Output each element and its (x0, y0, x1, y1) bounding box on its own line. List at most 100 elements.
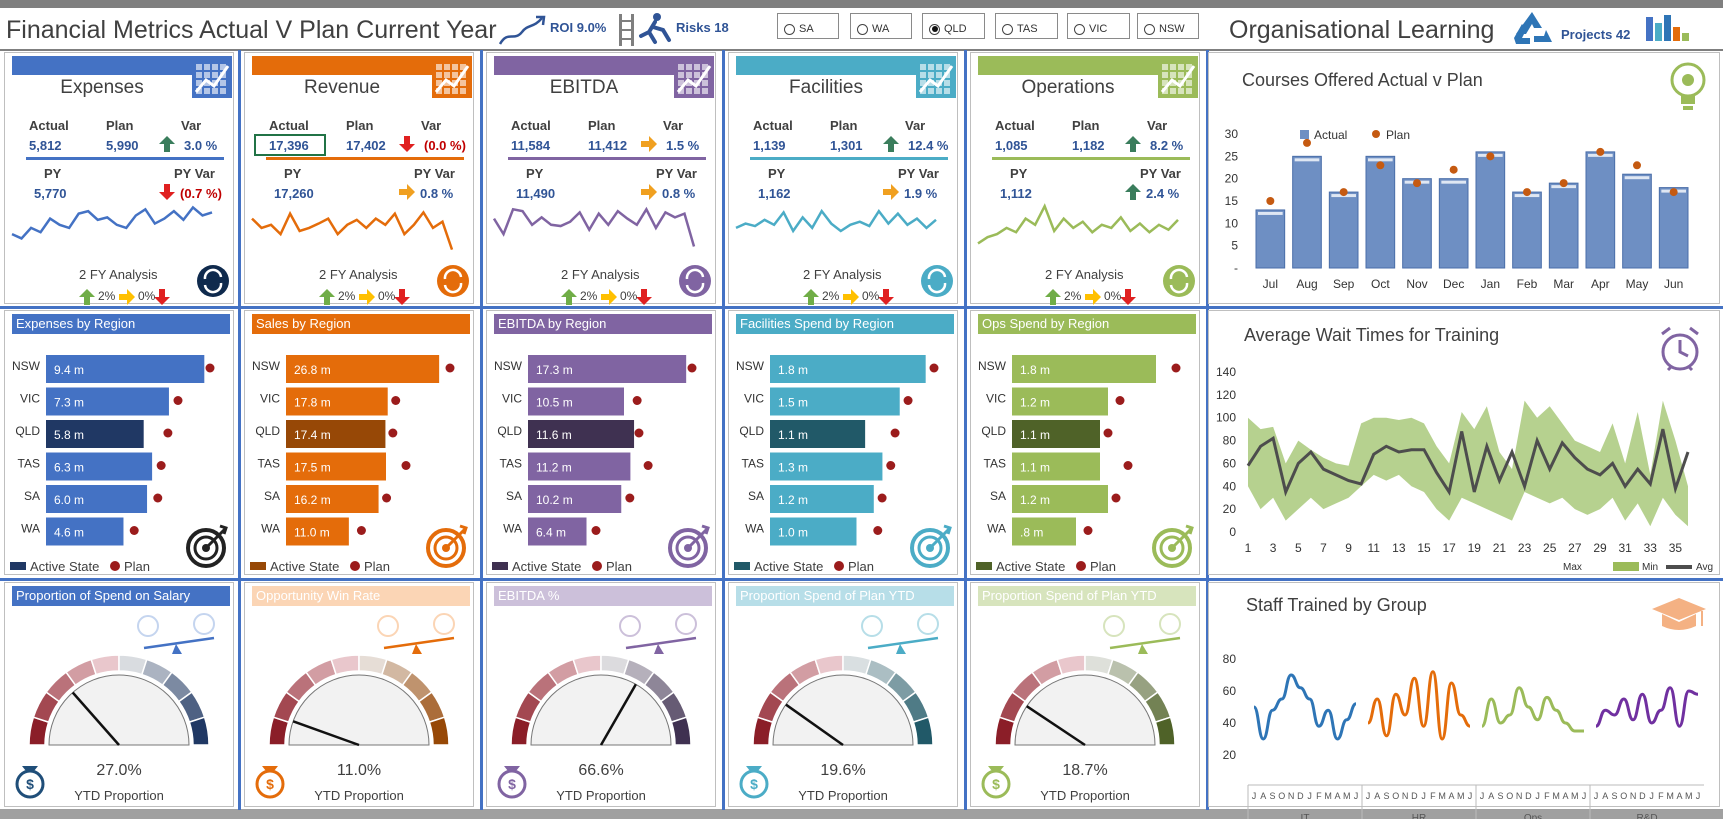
region-value: 16.2 m (294, 493, 331, 507)
wait-panel (1208, 310, 1720, 575)
bottom-bar (0, 809, 1723, 819)
top-bar (0, 0, 1723, 8)
plan-marker (1123, 461, 1133, 470)
divider (0, 49, 1723, 51)
region-title: Facilities Spend by Region (736, 314, 954, 334)
region-label: QLD (497, 424, 522, 438)
legend-actual: Actual (1314, 128, 1347, 142)
selected-cell[interactable] (254, 134, 326, 156)
gauge-segment (1056, 654, 1086, 676)
region-bar (286, 387, 388, 416)
region-title: Sales by Region (252, 314, 470, 334)
radio-tas[interactable]: TAS (995, 13, 1058, 39)
month-tick: D (1297, 791, 1304, 801)
plan-marker (625, 493, 635, 503)
x-tick: 33 (1644, 541, 1658, 555)
metric-title: Facilities (789, 77, 863, 98)
x-tick: 21 (1493, 541, 1507, 555)
region-value: 17.4 m (294, 428, 331, 442)
divider (480, 50, 483, 810)
courses-chart: 30 25 20 15 10 5 - Jul Aug Sep Oct Nov Dec Jan Feb Mar A… (1225, 127, 1689, 291)
actual-value: 5,812 (29, 138, 62, 153)
metric-title: Operations (1021, 77, 1115, 98)
plan-marker (1596, 147, 1605, 156)
region-value: 1.5 m (778, 396, 808, 410)
underline (992, 157, 1190, 160)
month-tick: J (1252, 791, 1257, 801)
right-arrow-icon (1085, 289, 1101, 305)
org-learning-title: Organisational Learning (1229, 16, 1495, 44)
month-tick: M (1343, 791, 1351, 801)
gauge-title: Opportunity Win Rate (252, 586, 470, 606)
region-label: VIC (744, 392, 764, 406)
plan-marker (356, 526, 366, 535)
x-tick: 29 (1593, 541, 1607, 555)
idea-balance-icon (377, 613, 455, 654)
region-bar (528, 452, 631, 481)
radio-qld[interactable]: QLD (922, 13, 985, 39)
plan-label: Plan (588, 118, 616, 133)
py-label: PY (768, 166, 786, 181)
plan-legend-dot (110, 561, 120, 571)
radio-dot (784, 23, 795, 35)
month-tick: A (1260, 791, 1266, 801)
region-bar (770, 420, 866, 448)
down-arrow-icon (394, 289, 410, 305)
region-bar-chart: NSW 9.4 m VIC 7.3 m QLD 5.8 m TAS 6.3 m SA 6.0 m W… (12, 355, 215, 546)
region-label: QLD (15, 424, 40, 438)
plan-marker (205, 363, 215, 373)
down-arrow-icon (399, 136, 415, 152)
region-panel (4, 310, 234, 575)
target-icon (426, 524, 468, 568)
refresh-icon (197, 265, 229, 297)
radio-nsw[interactable]: NSW (1137, 13, 1199, 39)
region-value: 1.2 m (1020, 493, 1050, 507)
month-tick: D (1639, 791, 1646, 801)
lightbulb-gear-icon (1670, 62, 1706, 110)
metric-panel (244, 52, 474, 304)
group-line (1252, 673, 1357, 741)
py-value: 5,770 (34, 186, 67, 201)
radio-sa[interactable]: SA (777, 13, 839, 39)
region-bar (528, 517, 587, 546)
plan-legend-dot (592, 561, 602, 571)
region-bar (770, 387, 900, 416)
py-var-label: PY Var (414, 166, 455, 181)
up-arrow-icon (79, 289, 95, 305)
actual-bar (1438, 178, 1469, 269)
gauge-value: 66.6% (578, 762, 624, 779)
metric-title: Expenses (60, 77, 144, 98)
x-tick: 31 (1618, 541, 1632, 555)
month-tick: J (1696, 791, 1701, 801)
right-arrow-icon (399, 184, 415, 200)
metric-header-bar (12, 56, 192, 75)
legend-up-text: 2% (1064, 289, 1082, 303)
chart-grid-icon (432, 56, 472, 98)
py-var-label: PY Var (656, 166, 697, 181)
region-value: 6.0 m (54, 493, 84, 507)
region-title: Ops Spend by Region (978, 314, 1196, 334)
radio-wa[interactable]: WA (850, 13, 912, 39)
staff-chart-title: Staff Trained by Group (1246, 595, 1427, 615)
y-tick: 15 (1225, 194, 1239, 208)
ytd-label: YTD Proportion (74, 788, 164, 803)
ytd-label: YTD Proportion (556, 788, 646, 803)
plan-legend: Plan (124, 559, 151, 574)
region-title: EBITDA by Region (494, 314, 712, 334)
actual-bar (1292, 155, 1322, 269)
actual-label: Actual (511, 118, 551, 133)
gauge-face (288, 674, 430, 746)
month-tick: M (1438, 791, 1446, 801)
plan-legend: Plan (364, 559, 391, 574)
py-label: PY (1010, 166, 1028, 181)
region-value: 1.8 m (778, 363, 808, 377)
x-tick: Feb (1517, 277, 1538, 291)
plan-marker (173, 396, 183, 405)
region-value: 1.3 m (778, 461, 808, 475)
radio-vic[interactable]: VIC (1067, 13, 1130, 39)
region-bar (770, 517, 857, 546)
sparkline (735, 208, 937, 234)
month-tick: J (1354, 791, 1359, 801)
region-value: 6.4 m (536, 526, 566, 540)
region-bar (46, 387, 169, 416)
